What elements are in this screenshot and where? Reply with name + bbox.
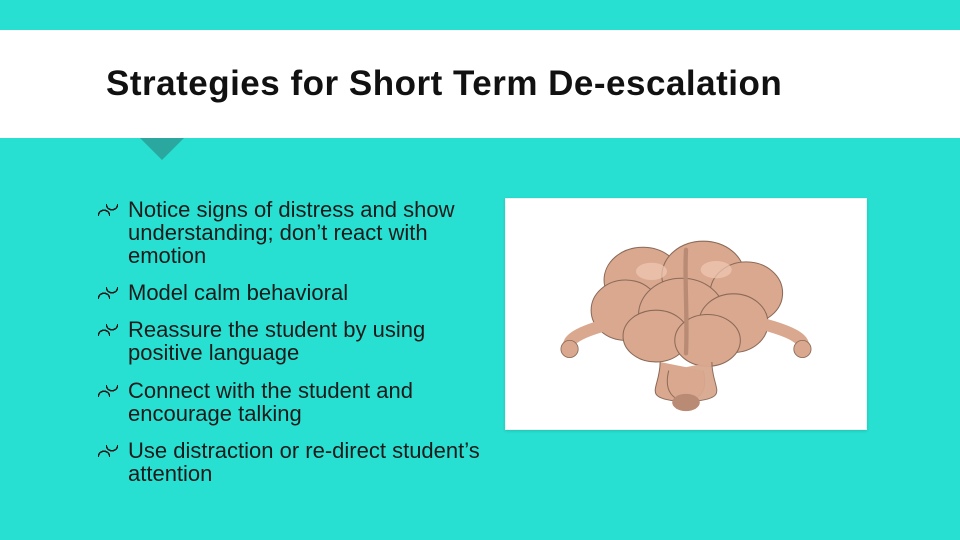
title-notch [140,138,184,160]
bullet-item: Connect with the student and encourage t… [98,379,498,425]
bullet-item: Model calm behavioral [98,281,498,304]
slide: Strategies for Short Term De-escalation … [0,0,960,540]
slide-title: Strategies for Short Term De-escalation [106,64,782,104]
brain-meditation-icon [524,211,848,418]
bullet-list-region: Notice signs of distress and show unders… [98,198,498,499]
title-band: Strategies for Short Term De-escalation [0,30,960,138]
bullet-item: Notice signs of distress and show unders… [98,198,498,267]
bullet-list: Notice signs of distress and show unders… [98,198,498,485]
bullet-item: Use distraction or re-direct student’s a… [98,439,498,485]
bullet-item: Reassure the student by using positive l… [98,318,498,364]
brain-image-frame [505,198,867,430]
